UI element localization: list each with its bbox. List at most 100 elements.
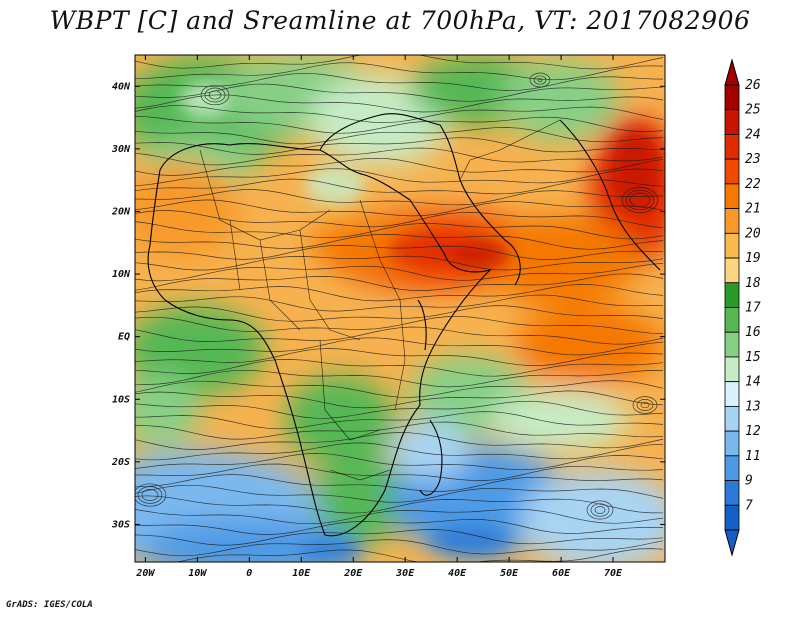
- streamline: [135, 157, 664, 176]
- eddy: [200, 84, 230, 106]
- eddy: [594, 506, 606, 514]
- colorbar-bottom-arrow: [724, 529, 740, 557]
- lon-label: 50E: [500, 568, 519, 579]
- colorbar-swatch: [724, 84, 740, 111]
- colorbar-swatch: [724, 257, 740, 284]
- lon-label: 0: [246, 568, 252, 579]
- streamlines: [135, 55, 664, 562]
- colorbar-label: 25: [745, 103, 761, 118]
- colorbar-label: 16: [745, 325, 761, 340]
- colorbar-swatch: [724, 430, 740, 457]
- streamline: [135, 263, 664, 282]
- streamline: [135, 474, 664, 492]
- streamline: [135, 548, 664, 562]
- streamline: [135, 137, 664, 155]
- streamline: [135, 116, 664, 134]
- streamline: [135, 245, 664, 260]
- lat-label: 10N: [112, 269, 131, 280]
- streamline: [135, 294, 664, 312]
- colorbar-label: 11: [745, 449, 761, 464]
- colorbar-swatch: [724, 307, 740, 333]
- lat-label: 30N: [111, 144, 131, 155]
- grads-credit: GrADS: IGES/COLA: [6, 600, 93, 610]
- colorbar-swatch: [724, 356, 740, 383]
- colorbar-label: 13: [745, 399, 761, 414]
- colorbar-swatch: [724, 208, 740, 234]
- eddy: [590, 503, 610, 517]
- eddy: [586, 500, 614, 520]
- streamline: [135, 305, 664, 322]
- colorbar-swatch: [724, 331, 740, 358]
- colorbar-label: 23: [745, 152, 761, 167]
- colorbar-swatch: [724, 405, 740, 432]
- streamline: [135, 105, 664, 124]
- streamline: [135, 168, 664, 187]
- colorbar-swatch: [724, 158, 740, 185]
- streamline: [135, 315, 664, 334]
- streamline: [135, 127, 664, 145]
- colorbar-label: 20: [745, 226, 761, 241]
- colorbar-label: 15: [745, 350, 761, 365]
- streamline: [135, 529, 664, 546]
- wbpt-shading: [135, 55, 665, 562]
- colorbar-swatch: [724, 504, 740, 531]
- streamline: [135, 326, 664, 345]
- colorbar-label: 22: [745, 177, 761, 192]
- colorbar-label: 24: [745, 127, 761, 142]
- streamline: [135, 210, 664, 229]
- lon-label: 60E: [552, 568, 571, 579]
- colorbar-label: 9: [745, 474, 753, 489]
- streamline: [135, 442, 664, 461]
- streamline: [135, 83, 664, 102]
- eddy: [533, 75, 547, 85]
- streamline: [135, 421, 664, 440]
- streamline: [135, 390, 664, 409]
- streamline: [135, 55, 664, 70]
- streamline: [135, 62, 664, 81]
- lon-label: 10E: [292, 568, 311, 579]
- lon-label: 30E: [395, 568, 415, 579]
- streamline: [135, 400, 664, 419]
- lat-label: 30S: [111, 519, 130, 530]
- colorbar-label: 18: [745, 276, 761, 291]
- lat-label: 40N: [112, 81, 131, 92]
- streamline: [135, 432, 664, 450]
- colorbar-label: 12: [745, 424, 761, 439]
- streamline: [135, 411, 664, 430]
- eddy: [204, 87, 226, 103]
- colorbar-label: 19: [745, 251, 761, 266]
- streamline: [135, 539, 664, 557]
- streamline: [135, 94, 664, 113]
- lat-label: 20N: [111, 206, 131, 217]
- colorbar-label: 17: [745, 301, 761, 316]
- streamline: [135, 369, 664, 388]
- streamline: [135, 273, 664, 291]
- longitude-labels: 20W 10W 0 10E 20E 30E 40E 50E 60E 70E: [135, 568, 623, 579]
- lon-label: 70E: [604, 568, 623, 579]
- streamline: [135, 337, 664, 356]
- map-title: WBPT [C] and Sreamline at 700hPa, VT: 20…: [49, 6, 751, 35]
- streamline: [135, 484, 664, 503]
- lon-label: 20E: [343, 568, 363, 579]
- colorbar-swatch: [724, 282, 740, 308]
- colorbar-label: 14: [745, 375, 761, 390]
- streamline: [135, 518, 664, 535]
- lon-label: 20W: [135, 568, 155, 579]
- eddy: [636, 399, 654, 411]
- lat-label: EQ: [118, 332, 130, 343]
- eddy: [135, 483, 167, 507]
- colorbar-swatch: [724, 134, 740, 160]
- eddy: [621, 187, 659, 213]
- eddy: [529, 72, 551, 88]
- streamline: [135, 255, 664, 271]
- eddy: [208, 90, 222, 100]
- streamline: [135, 380, 664, 398]
- lon-label: 40E: [448, 568, 467, 579]
- colorbar-label: 26: [745, 78, 761, 93]
- streamline: [135, 284, 664, 302]
- lat-label: 10S: [112, 394, 130, 405]
- eddy: [625, 189, 655, 211]
- colorbar: 26 25 24 23 22 21 20 19 18 17 16 15 14 13 12 11 9 7: [724, 58, 761, 557]
- colorbar-swatch: [724, 480, 740, 506]
